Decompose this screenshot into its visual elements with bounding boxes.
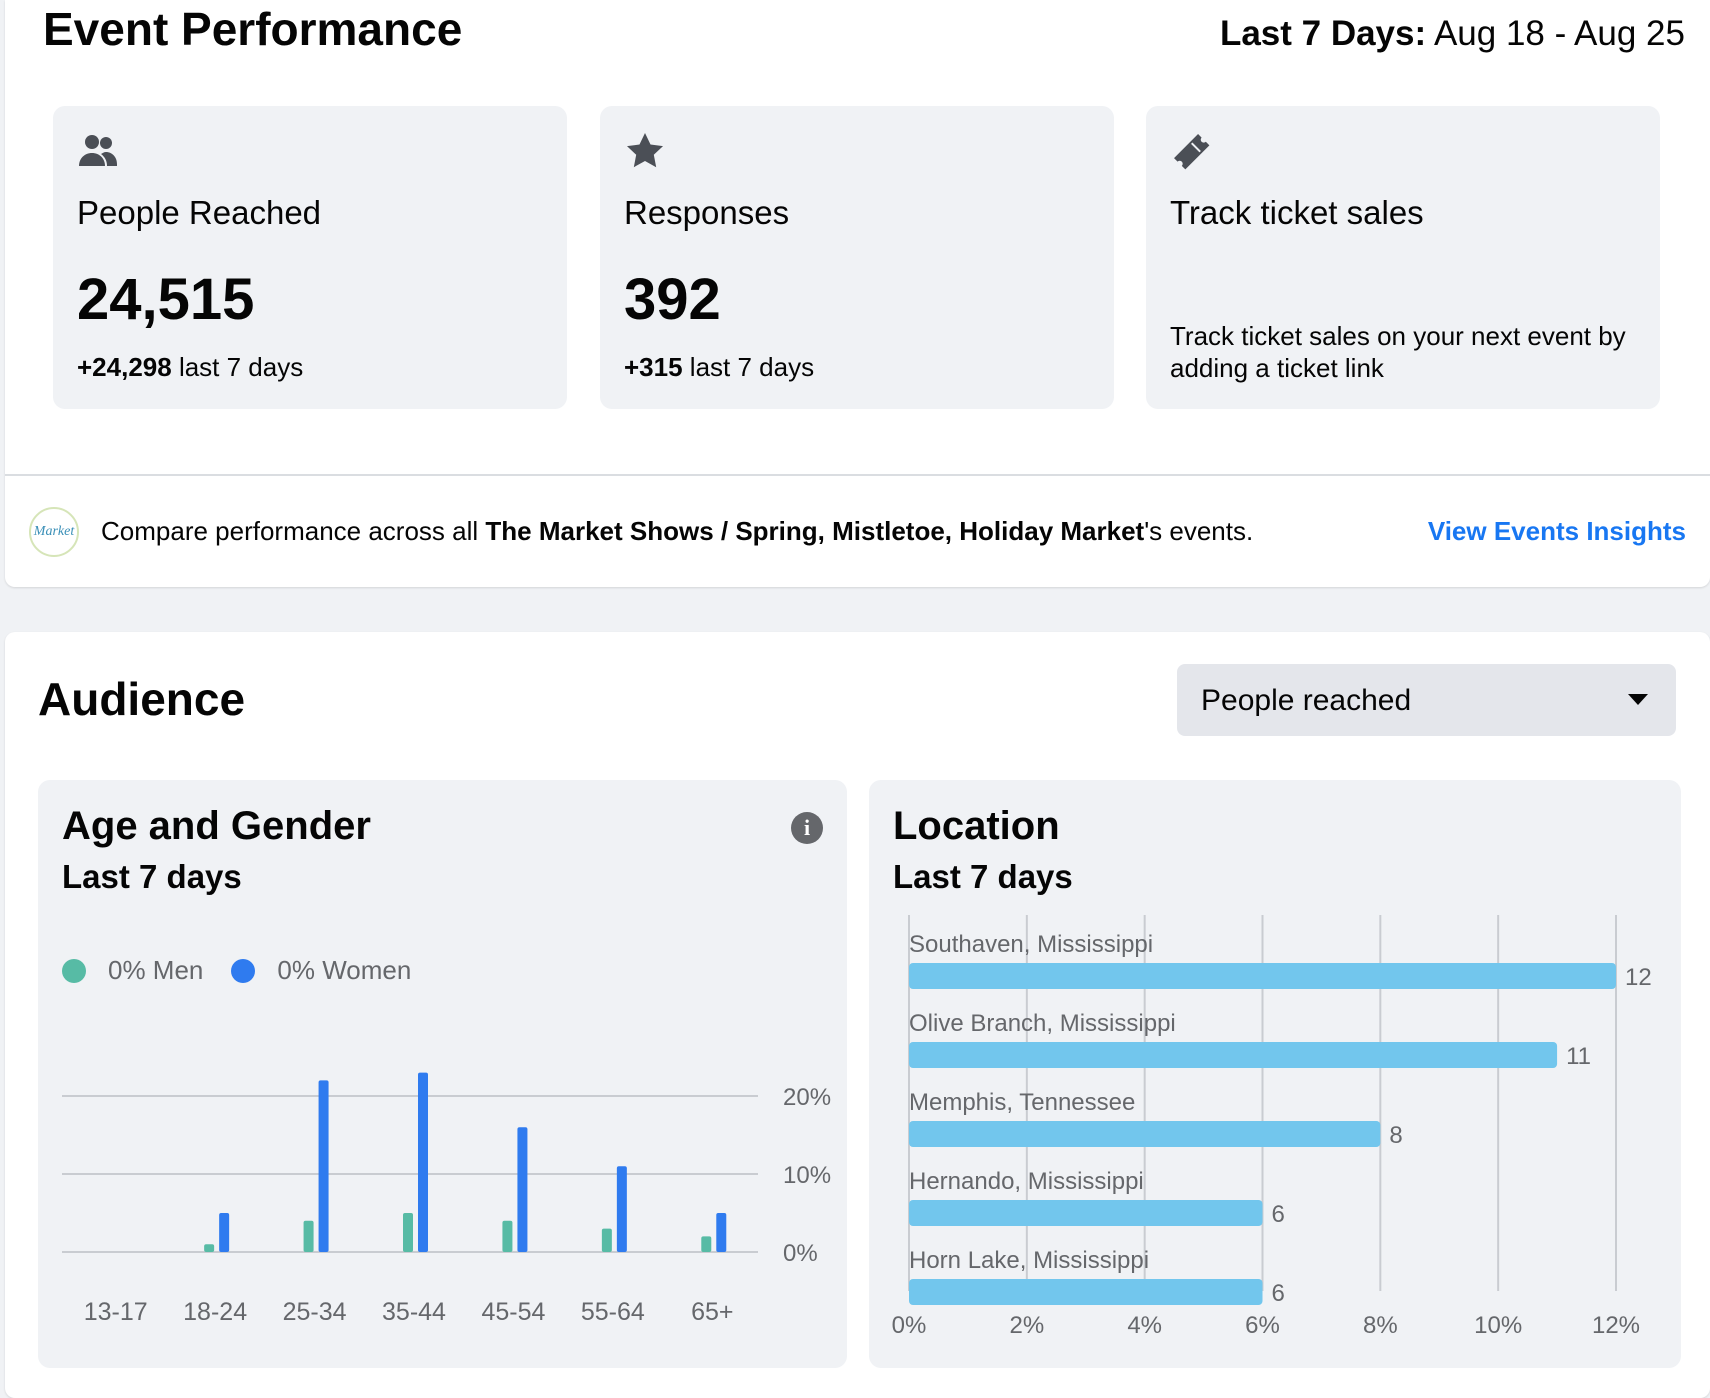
- compare-suffix: 's events.: [1144, 516, 1254, 546]
- ticket-icon: [1174, 134, 1210, 170]
- people-reached-delta-value: +24,298: [77, 352, 172, 382]
- caret-down-icon: [1628, 694, 1648, 705]
- compare-page-name: The Market Shows / Spring, Mistletoe, Ho…: [485, 516, 1145, 546]
- responses-card: Responses 392 +315 last 7 days: [600, 106, 1114, 409]
- y-tick-label: 10%: [783, 1162, 831, 1189]
- women-bar[interactable]: [318, 1080, 329, 1252]
- men-dot-icon: [62, 958, 86, 983]
- x-tick-label: 4%: [1127, 1312, 1162, 1339]
- x-tick-label: 65+: [691, 1298, 733, 1326]
- location-chart: 0% 2% 4% 6% 8% 10% 12% Southaven, Mississippi 12…: [892, 915, 1652, 1339]
- audience-panel: Audience People reached Age and Gender L…: [5, 632, 1710, 1398]
- responses-label: Responses: [624, 194, 790, 231]
- people-reached-value: 24,515: [77, 267, 255, 332]
- women-bar[interactable]: [716, 1213, 727, 1252]
- women-bar[interactable]: [418, 1072, 428, 1252]
- page-title: Event Performance: [43, 3, 463, 55]
- women-bar[interactable]: [517, 1127, 528, 1252]
- people-reached-card: People Reached 24,515 +24,298 last 7 day…: [53, 106, 567, 409]
- location-bar[interactable]: [909, 963, 1616, 989]
- location-value-label: 12: [1625, 964, 1652, 991]
- location-value-label: 6: [1272, 1201, 1285, 1228]
- location-label: Southaven, Mississippi: [909, 931, 1153, 958]
- location-label: Hernando, Mississippi: [909, 1168, 1144, 1195]
- x-tick-label: 18-24: [183, 1298, 247, 1326]
- responses-delta-value: +315: [624, 352, 683, 382]
- divider: [5, 474, 1710, 476]
- legend-women: 0% Women: [231, 955, 411, 986]
- compare-prefix: Compare performance across all: [101, 516, 486, 546]
- men-bar[interactable]: [204, 1244, 215, 1252]
- info-icon[interactable]: i: [791, 812, 823, 844]
- y-tick-label: 20%: [783, 1084, 831, 1111]
- view-events-insights-link[interactable]: View Events Insights: [1427, 516, 1686, 546]
- x-tick-label: 0%: [892, 1312, 927, 1339]
- men-bar[interactable]: [403, 1213, 413, 1252]
- x-tick-label: 10%: [1474, 1312, 1522, 1339]
- location-title: Location: [893, 804, 1060, 848]
- men-bar[interactable]: [701, 1236, 712, 1252]
- women-bar[interactable]: [219, 1213, 230, 1252]
- age-gender-legend: 0% Men 0% Women: [62, 955, 439, 986]
- legend-women-label: 0% Women: [277, 955, 412, 985]
- responses-value: 392: [624, 267, 721, 332]
- x-tick-label: 2%: [1009, 1312, 1044, 1339]
- x-tick-label: 55-64: [581, 1298, 645, 1326]
- x-tick-label: 13-17: [84, 1298, 148, 1326]
- metric-select-value: People reached: [1201, 684, 1412, 717]
- people-reached-delta: +24,298 last 7 days: [77, 352, 303, 383]
- age-gender-card: Age and Gender Last 7 days i 0% Men 0% W…: [38, 780, 847, 1368]
- date-range-prefix: Last 7 Days:: [1219, 14, 1427, 53]
- location-label: Horn Lake, Mississippi: [909, 1247, 1149, 1274]
- audience-title: Audience: [38, 673, 246, 725]
- x-tick-label: 12%: [1592, 1312, 1640, 1339]
- x-tick-label: 35-44: [382, 1298, 446, 1326]
- age-gender-title: Age and Gender: [62, 804, 371, 848]
- location-bar[interactable]: [909, 1121, 1381, 1147]
- y-tick-label: 0%: [783, 1240, 818, 1267]
- ticket-sales-label: Track ticket sales: [1170, 194, 1424, 231]
- men-bar[interactable]: [303, 1220, 314, 1252]
- location-bar[interactable]: [909, 1279, 1263, 1305]
- location-value-label: 6: [1272, 1280, 1285, 1307]
- legend-men: 0% Men: [62, 955, 203, 986]
- star-icon: [627, 133, 663, 168]
- location-card: Location Last 7 days 0% 2% 4% 6% 8% 10% 12% Sou…: [869, 780, 1681, 1368]
- location-subtitle: Last 7 days: [893, 858, 1073, 895]
- x-tick-label: 6%: [1245, 1312, 1280, 1339]
- responses-delta-text: last 7 days: [682, 352, 815, 382]
- location-value-label: 11: [1566, 1043, 1591, 1070]
- location-bar[interactable]: [909, 1200, 1263, 1226]
- women-bar[interactable]: [616, 1166, 627, 1252]
- compare-text: Compare performance across all The Marke…: [101, 516, 1253, 547]
- location-value-label: 8: [1389, 1122, 1402, 1149]
- age-gender-subtitle: Last 7 days: [62, 858, 242, 895]
- men-bar[interactable]: [502, 1220, 513, 1252]
- age-gender-chart: 0% 10% 20% 13-17 18-24 25-34 35-44 45-54 55-64 65…: [62, 1072, 831, 1326]
- x-tick-label: 25-34: [283, 1298, 347, 1326]
- ticket-sales-card[interactable]: Track ticket sales Track ticket sales on…: [1146, 106, 1660, 409]
- x-tick-label: 8%: [1363, 1312, 1398, 1339]
- people-reached-label: People Reached: [77, 194, 322, 231]
- x-tick-label: 45-54: [481, 1298, 545, 1326]
- date-range-value: Aug 18 - Aug 25: [1433, 14, 1685, 53]
- ticket-sales-description: Track ticket sales on your next event by…: [1170, 321, 1626, 383]
- legend-men-label: 0% Men: [108, 955, 204, 985]
- location-label: Olive Branch, Mississippi: [909, 1010, 1176, 1037]
- event-performance-panel: Event Performance Last 7 Days: Aug 18 - …: [5, 0, 1710, 587]
- date-range: Last 7 Days: Aug 18 - Aug 25: [1220, 14, 1685, 54]
- location-bar[interactable]: [909, 1042, 1558, 1068]
- people-icon: [79, 135, 117, 166]
- men-bar[interactable]: [601, 1228, 612, 1252]
- women-dot-icon: [231, 958, 256, 983]
- responses-delta: +315 last 7 days: [624, 352, 814, 383]
- people-reached-delta-text: last 7 days: [171, 352, 304, 382]
- metric-select[interactable]: People reached: [1177, 664, 1676, 736]
- location-label: Memphis, Tennessee: [909, 1089, 1135, 1116]
- page-logo: Market: [29, 507, 79, 557]
